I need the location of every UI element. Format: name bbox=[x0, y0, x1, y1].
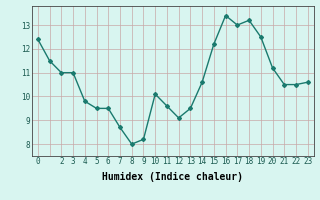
X-axis label: Humidex (Indice chaleur): Humidex (Indice chaleur) bbox=[102, 172, 243, 182]
